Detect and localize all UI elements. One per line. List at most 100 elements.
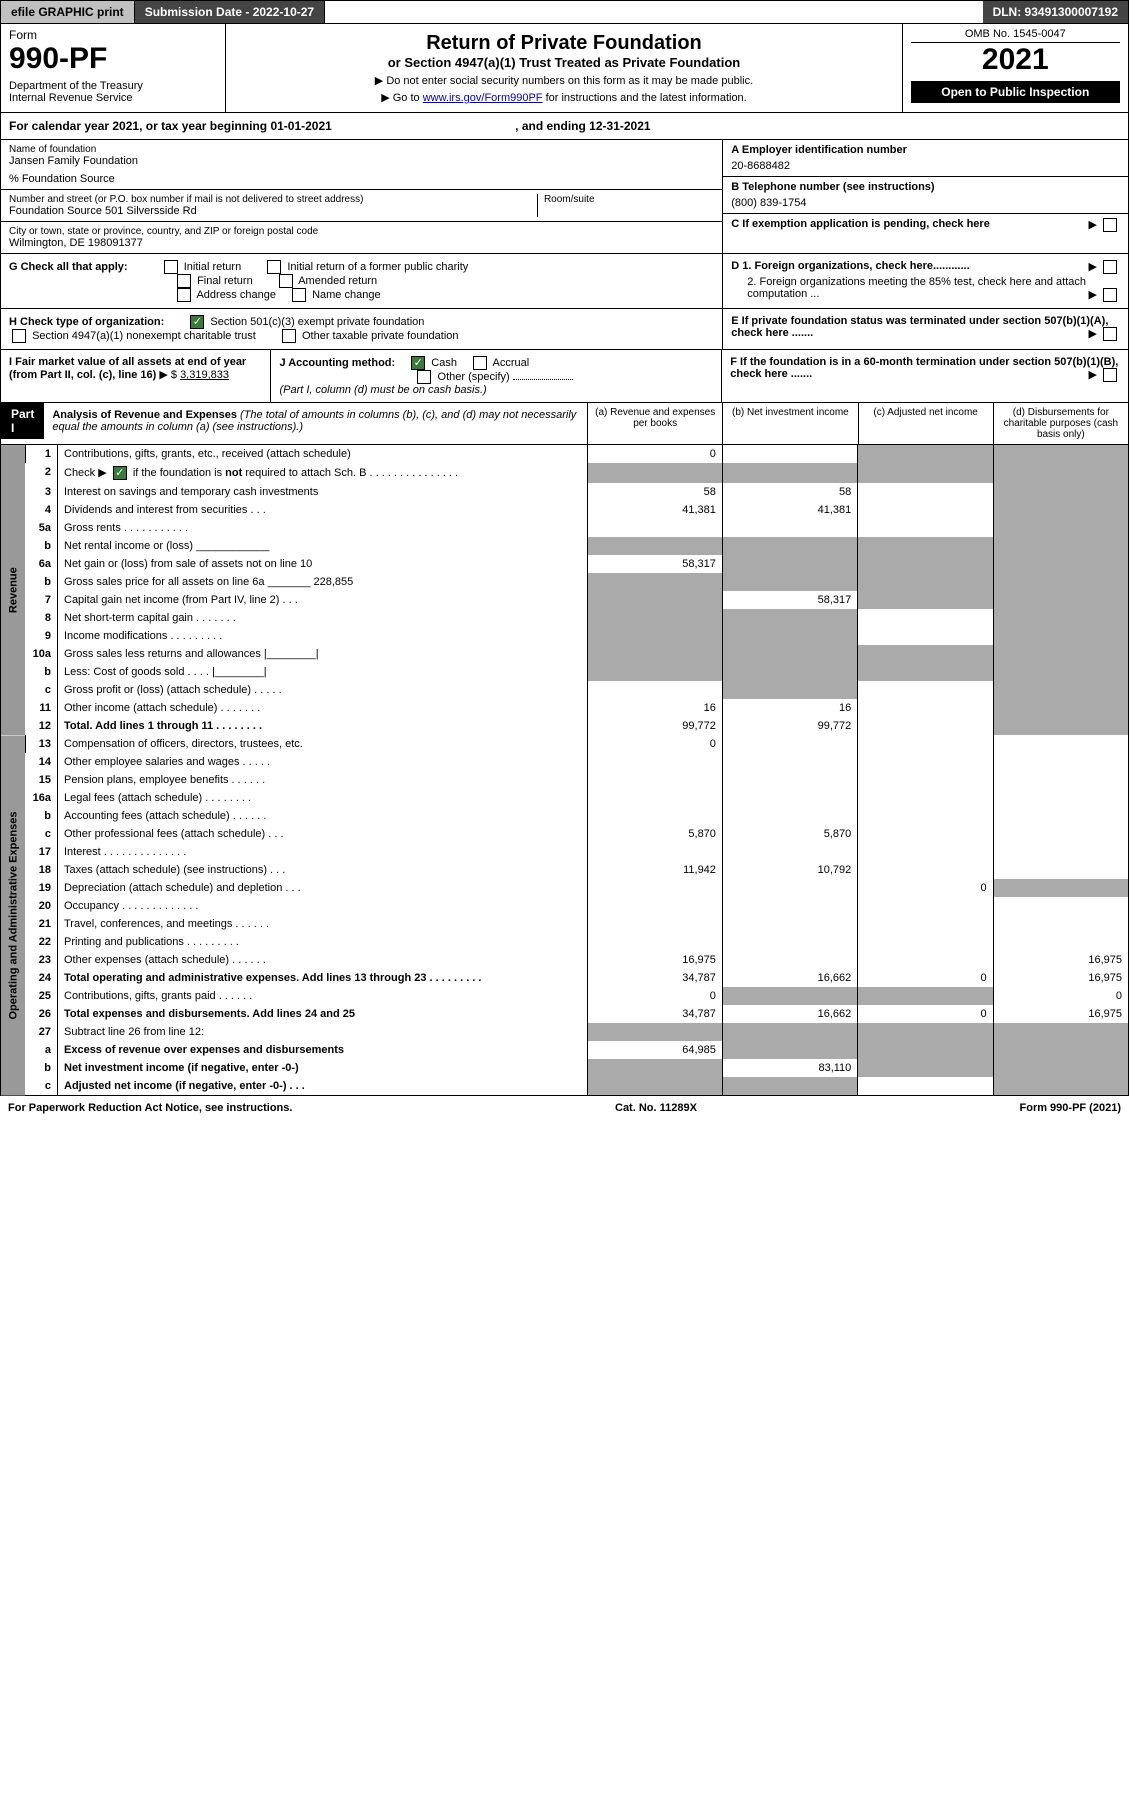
line-description: Income modifications . . . . . . . . . — [58, 627, 588, 645]
cell-col-d — [993, 573, 1128, 591]
cell-col-d: 0 — [993, 987, 1128, 1005]
g-opt-4: Address change — [196, 289, 276, 301]
d1-checkbox[interactable] — [1103, 260, 1117, 274]
cell-col-d — [993, 735, 1128, 753]
part1-title-text: Analysis of Revenue and Expenses (The to… — [44, 403, 587, 444]
cell-col-b — [722, 663, 857, 681]
j-cash-checkbox[interactable] — [411, 356, 425, 370]
cell-col-b — [722, 753, 857, 771]
cell-col-a — [587, 663, 722, 681]
table-row: 18Taxes (attach schedule) (see instructi… — [1, 861, 1129, 879]
cell-col-b — [722, 1077, 857, 1096]
dln-label: DLN: 93491300007192 — [983, 1, 1128, 23]
cell-col-b — [722, 789, 857, 807]
cell-col-b: 83,110 — [722, 1059, 857, 1077]
g-initial-checkbox[interactable] — [164, 260, 178, 274]
line-number: 19 — [26, 879, 58, 897]
e-checkbox[interactable] — [1103, 327, 1117, 341]
cell-col-b — [722, 681, 857, 699]
cell-col-b — [722, 645, 857, 663]
cell-col-a — [587, 789, 722, 807]
line-number: 5a — [26, 519, 58, 537]
tax-year: 2021 — [911, 43, 1120, 77]
cell-col-c — [858, 843, 993, 861]
h-501c3-checkbox[interactable] — [190, 315, 204, 329]
cell-col-d — [993, 555, 1128, 573]
cell-col-c — [858, 1023, 993, 1041]
g-amended-checkbox[interactable] — [279, 274, 293, 288]
g-address-checkbox[interactable] — [177, 288, 191, 302]
cell-col-b: 5,870 — [722, 825, 857, 843]
h-4947-checkbox[interactable] — [12, 329, 26, 343]
cell-col-c — [858, 627, 993, 645]
cell-col-c — [858, 807, 993, 825]
line-number: 1 — [26, 445, 58, 463]
line-number: b — [26, 663, 58, 681]
j-label: J Accounting method: — [279, 357, 395, 369]
line-number: 15 — [26, 771, 58, 789]
d2-checkbox[interactable] — [1103, 288, 1117, 302]
g-name-checkbox[interactable] — [292, 288, 306, 302]
cell-col-a — [587, 463, 722, 483]
line-number: 13 — [26, 735, 58, 753]
form-number: 990-PF — [9, 42, 217, 76]
g-final-checkbox[interactable] — [177, 274, 191, 288]
f-cell: F If the foundation is in a 60-month ter… — [722, 350, 1128, 402]
line-number: 16a — [26, 789, 58, 807]
cell-col-a: 0 — [587, 445, 722, 463]
cell-col-c — [858, 1077, 993, 1096]
h-label: H Check type of organization: — [9, 316, 164, 328]
form990pf-link[interactable]: www.irs.gov/Form990PF — [423, 92, 543, 104]
schB-checkbox[interactable] — [113, 466, 127, 480]
cell-col-d — [993, 591, 1128, 609]
efile-print-button[interactable]: efile GRAPHIC print — [1, 1, 135, 23]
info-left: Name of foundation Jansen Family Foundat… — [1, 140, 722, 253]
cell-col-c — [858, 735, 993, 753]
cell-col-b — [722, 879, 857, 897]
cell-col-a — [587, 933, 722, 951]
cell-col-c — [858, 861, 993, 879]
cell-col-d: 16,975 — [993, 969, 1128, 987]
table-row: cOther professional fees (attach schedul… — [1, 825, 1129, 843]
j-accrual-checkbox[interactable] — [473, 356, 487, 370]
g-opt-1: Initial return of a former public charit… — [287, 261, 468, 273]
j-other-checkbox[interactable] — [417, 370, 431, 384]
cell-col-d — [993, 717, 1128, 735]
cell-col-c — [858, 699, 993, 717]
cell-col-a — [587, 537, 722, 555]
g-label: G Check all that apply: — [9, 261, 128, 273]
cell-col-a: 11,942 — [587, 861, 722, 879]
cell-col-b — [722, 843, 857, 861]
cell-col-c — [858, 483, 993, 501]
address-value: Foundation Source 501 Silversside Rd — [9, 205, 531, 217]
f-checkbox[interactable] — [1103, 368, 1117, 382]
cell-col-a: 58 — [587, 483, 722, 501]
h-opt-3: Other taxable private foundation — [302, 330, 459, 342]
part1-label: Part I — [1, 403, 44, 439]
cell-col-b — [722, 519, 857, 537]
cell-col-d — [993, 699, 1128, 717]
cell-col-b — [722, 987, 857, 1005]
g-initial-former-checkbox[interactable] — [267, 260, 281, 274]
submission-date-label: Submission Date - 2022-10-27 — [135, 1, 325, 23]
cell-col-b — [722, 573, 857, 591]
cell-col-c — [858, 771, 993, 789]
top-bar: efile GRAPHIC print Submission Date - 20… — [0, 0, 1129, 24]
cell-col-c: 0 — [858, 879, 993, 897]
cell-col-c — [858, 933, 993, 951]
f-label: F If the foundation is in a 60-month ter… — [730, 356, 1118, 380]
c-checkbox[interactable] — [1103, 218, 1117, 232]
cell-col-d — [993, 537, 1128, 555]
omb-label: OMB No. 1545-0047 — [911, 28, 1120, 43]
j-accrual: Accrual — [493, 357, 530, 369]
line-description: Accounting fees (attach schedule) . . . … — [58, 807, 588, 825]
cell-col-a: 16 — [587, 699, 722, 717]
h-other-checkbox[interactable] — [282, 329, 296, 343]
table-row: 8Net short-term capital gain . . . . . .… — [1, 609, 1129, 627]
info-grid: Name of foundation Jansen Family Foundat… — [0, 140, 1129, 254]
line-number: c — [26, 1077, 58, 1096]
line-number: a — [26, 1041, 58, 1059]
line-description: Interest on savings and temporary cash i… — [58, 483, 588, 501]
line-description: Other professional fees (attach schedule… — [58, 825, 588, 843]
cell-col-d — [993, 463, 1128, 483]
